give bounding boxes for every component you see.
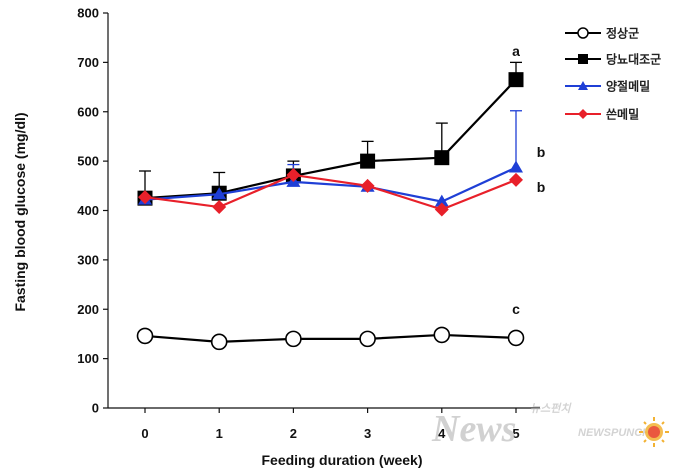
legend-label: 당뇨대조군 [606,52,661,67]
y-tick-label: 400 [77,203,99,218]
x-tick-label: 0 [141,426,148,441]
series-yangjeol-buckwheat [138,110,523,207]
y-tick-label: 600 [77,104,99,119]
data-point [286,167,301,182]
legend-item-yangjeol-buckwheat: 양절메밀 [565,79,650,94]
data-point [285,330,302,348]
data-point [509,160,523,173]
y-tick-label: 200 [77,302,99,317]
series-layer [136,61,525,351]
legend-label: 양절메밀 [606,79,650,94]
axes [107,13,540,409]
x-tick-label: 2 [290,426,297,441]
data-point [212,200,227,215]
y-tick-label: 0 [92,401,99,416]
significance-labels: a b b c [512,43,545,317]
watermark: News NEWSPUNCH 뉴스펀치 [431,402,669,450]
data-point [360,178,375,193]
legend-item-normal: 정상군 [565,26,639,41]
y-tick-label: 800 [77,6,99,21]
data-point [136,327,154,345]
series-line [144,166,517,203]
series-line [144,173,517,211]
data-point [507,329,525,347]
data-point [508,72,524,88]
data-point [360,153,376,169]
data-point [434,194,449,207]
data-point [359,330,376,348]
y-tick-label: 100 [77,351,99,366]
significance-label: c [512,301,520,317]
significance-label: b [537,144,546,160]
legend-marker [578,109,588,119]
significance-label: b [537,179,546,195]
data-point [138,190,152,205]
data-point [210,333,228,351]
x-axis-ticks: 0 1 2 3 4 5 [141,408,520,441]
data-point [509,172,523,187]
legend-item-tartary-buckwheat: 쓴메밀 [565,107,639,122]
x-tick-label: 1 [216,426,223,441]
x-tick-label: 4 [438,426,446,441]
legend-marker [578,54,588,64]
series-tartary-buckwheat [138,167,523,217]
data-point [434,150,450,166]
x-tick-label: 5 [512,426,519,441]
watermark-brand: NEWSPUNCH [578,427,651,439]
series-normal [136,326,525,351]
legend-marker [577,27,589,39]
legend-label: 정상군 [606,26,639,41]
series-line [144,333,517,343]
watermark-news: News [431,408,516,450]
y-axis-label: Fasting blood glucose (mg/dl) [12,112,28,311]
y-tick-label: 300 [77,252,99,267]
data-point [212,187,227,200]
data-point [434,202,449,217]
watermark-korean: 뉴스펀치 [530,402,572,415]
y-axis-ticks: 0 100 200 300 400 500 600 700 800 [77,6,108,416]
data-point [433,326,451,344]
x-axis-label: Feeding duration (week) [261,452,422,468]
y-tick-label: 500 [77,154,99,169]
legend-label: 쓴메밀 [606,107,639,122]
significance-label: a [512,43,520,59]
y-tick-label: 700 [77,55,99,70]
legend-item-diabetic-control: 당뇨대조군 [565,52,661,67]
legend-marker [578,81,588,90]
x-tick-label: 3 [364,426,371,441]
sun-logo-icon [639,417,669,447]
